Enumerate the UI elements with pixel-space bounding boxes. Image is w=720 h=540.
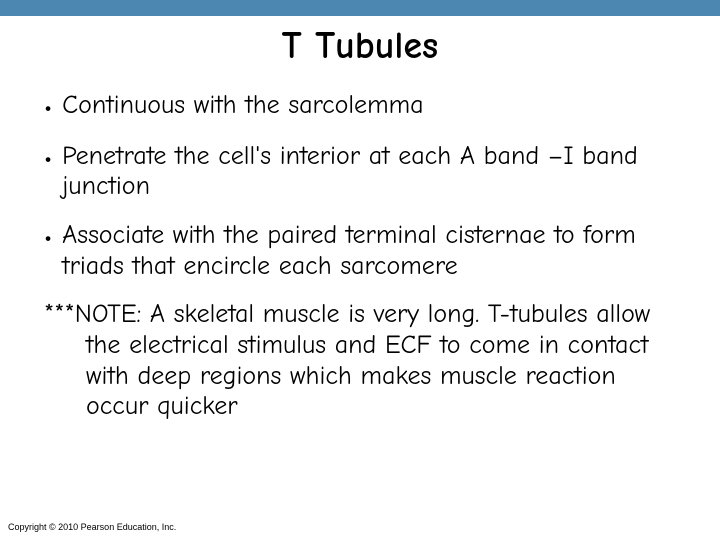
top-accent-bar xyxy=(0,0,720,16)
bullet-marker-icon: • xyxy=(44,222,52,253)
bullet-text: Continuous with the sarcolemma xyxy=(62,90,684,121)
bullet-text: Associate with the paired terminal ciste… xyxy=(62,220,684,281)
copyright-text: Copyright © 2010 Pearson Education, Inc. xyxy=(8,522,176,532)
bullet-item: • Penetrate the cell's interior at each … xyxy=(44,141,684,202)
bullet-text: Penetrate the cell's interior at each A … xyxy=(62,141,684,202)
bullet-marker-icon: • xyxy=(44,92,52,123)
note-text: ***NOTE: A skeletal muscle is very long.… xyxy=(44,299,684,422)
bullet-item: • Continuous with the sarcolemma xyxy=(44,90,684,123)
bullet-marker-icon: • xyxy=(44,143,52,174)
bullet-item: • Associate with the paired terminal cis… xyxy=(44,220,684,281)
slide-title: T Tubules xyxy=(0,24,720,68)
slide-content: • Continuous with the sarcolemma • Penet… xyxy=(0,90,720,422)
